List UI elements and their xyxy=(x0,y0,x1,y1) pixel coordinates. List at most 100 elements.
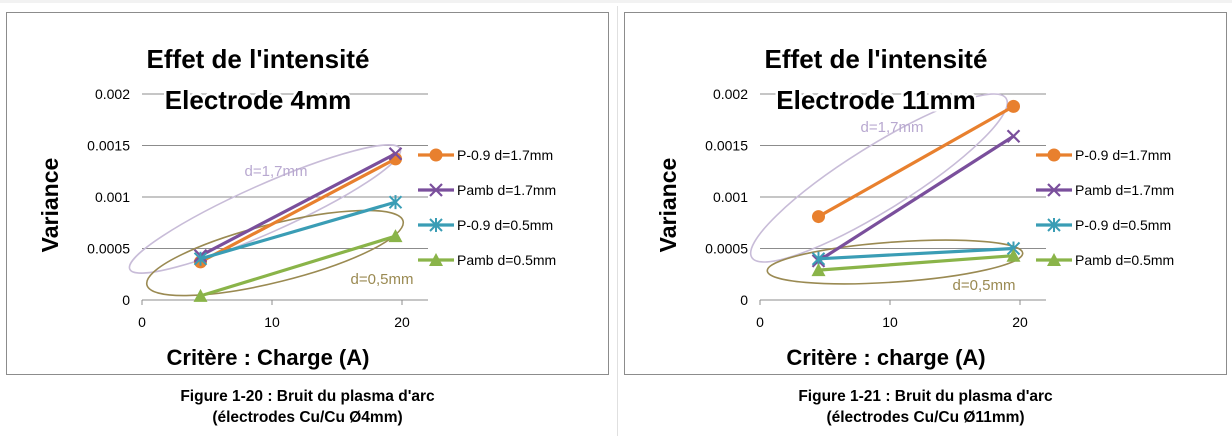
y-axis-title: Variance xyxy=(37,158,63,253)
x-tick-label: 10 xyxy=(882,314,898,330)
group-label-upper: d=1,7mm xyxy=(245,163,308,180)
y-tick-label: 0.0005 xyxy=(705,241,748,257)
group-label-upper: d=1,7mm xyxy=(861,119,924,136)
legend-item: P-0.9 d=1.7mm xyxy=(418,147,553,163)
caption-subtitle: (électrodes Cu/Cu Ø4mm) xyxy=(212,409,403,426)
group-label-lower: d=0,5mm xyxy=(953,277,1016,294)
legend-swatch-marker xyxy=(429,148,443,162)
series-4 xyxy=(193,229,403,302)
chart-title: Effet de l'intensité Electrode 4mm xyxy=(147,44,370,118)
x-axis-title: Critère : Charge (A) xyxy=(167,345,370,370)
y-axis-title: Variance xyxy=(655,158,681,253)
data-point xyxy=(388,229,403,243)
group-ellipse-upper xyxy=(749,93,1009,263)
legend-swatch-marker xyxy=(1047,183,1061,197)
series-4 xyxy=(811,248,1021,277)
y-tick-label: 0.0005 xyxy=(87,241,130,257)
legend-swatch-marker xyxy=(1047,148,1061,162)
legend-item: P-0.9 d=0.5mm xyxy=(418,217,553,233)
legend-label: P-0.9 d=0.5mm xyxy=(1075,217,1171,233)
x-tick-label: 0 xyxy=(138,314,146,330)
caption-subtitle: (électrodes Cu/Cu Ø11mm) xyxy=(826,409,1025,426)
legend-swatch-marker xyxy=(429,253,443,266)
y-axis: 0 0.0005 0.001 0.0015 0.002 xyxy=(87,86,428,308)
data-point xyxy=(812,210,825,224)
legend: P-0.9 d=1.7mm Pamb d=1.7mm P-0.9 d=0.5mm Pa… xyxy=(418,147,556,268)
x-axis-title: Critère : charge (A) xyxy=(786,345,985,370)
y-tick-label: 0 xyxy=(740,292,748,308)
series-1 xyxy=(812,99,1020,224)
y-tick-label: 0.001 xyxy=(95,189,130,205)
y-tick-label: 0.001 xyxy=(713,189,748,205)
data-point xyxy=(388,195,403,210)
top-border xyxy=(0,0,1232,3)
x-axis: 0 10 20 xyxy=(756,300,1028,330)
series-line xyxy=(817,104,1015,218)
chart-electrode-4mm: 0 0.0005 0.001 0.0015 0.002 0 10 20 Critère : Ch… xyxy=(6,12,609,375)
group-highlights: d=1,7mm d=0,5mm xyxy=(128,144,414,297)
figure-divider xyxy=(617,6,618,436)
data-point xyxy=(1006,248,1021,262)
legend-item: P-0.9 d=0.5mm xyxy=(1036,217,1171,233)
chart-electrode-11mm: 0 0.0005 0.001 0.0015 0.002 0 10 20 Critère : ch… xyxy=(624,12,1227,375)
legend-item: Pamb d=0.5mm xyxy=(1036,252,1174,268)
figure-caption-left: Figure 1-20 : Bruit du plasma d'arc (éle… xyxy=(6,386,609,428)
x-tick-label: 20 xyxy=(394,314,410,330)
legend: P-0.9 d=1.7mm Pamb d=1.7mm P-0.9 d=0.5mm Pa… xyxy=(1036,147,1174,268)
legend-label: Pamb d=0.5mm xyxy=(1075,252,1174,268)
chart-title: Effet de l'intensité Electrode 11mm xyxy=(765,44,988,118)
group-label-lower: d=0,5mm xyxy=(351,271,414,288)
x-tick-label: 10 xyxy=(264,314,280,330)
y-tick-label: 0.0015 xyxy=(705,138,748,154)
caption-title: Figure 1-21 : Bruit du plasma d'arc xyxy=(798,388,1053,405)
legend-item: Pamb d=0.5mm xyxy=(418,252,556,268)
caption-title: Figure 1-20 : Bruit du plasma d'arc xyxy=(180,388,435,405)
legend-label: P-0.9 d=1.7mm xyxy=(1075,147,1171,163)
data-point xyxy=(193,288,208,302)
x-tick-label: 20 xyxy=(1012,314,1028,330)
y-tick-label: 0.0015 xyxy=(87,138,130,154)
chart-title-line2: Electrode 4mm xyxy=(165,85,351,115)
chart-title-line1: Effet de l'intensité xyxy=(765,44,988,74)
legend-label: P-0.9 d=0.5mm xyxy=(457,217,553,233)
x-axis: 0 10 20 xyxy=(138,300,410,330)
chart-panel-right: 0 0.0005 0.001 0.0015 0.002 0 10 20 Critère : ch… xyxy=(624,12,1227,375)
group-ellipse-lower xyxy=(766,239,1024,285)
legend-swatch-marker xyxy=(1047,218,1061,232)
y-tick-label: 0 xyxy=(122,292,130,308)
legend-label: Pamb d=1.7mm xyxy=(1075,182,1174,198)
legend-swatch-marker xyxy=(1047,253,1061,266)
chart-frame xyxy=(6,12,609,375)
series-line xyxy=(200,234,396,298)
series-line xyxy=(199,152,397,258)
legend-label: P-0.9 d=1.7mm xyxy=(457,147,553,163)
series-3 xyxy=(811,241,1021,266)
series-3 xyxy=(193,195,403,266)
x-tick-label: 0 xyxy=(756,314,764,330)
group-highlights: d=1,7mm d=0,5mm xyxy=(749,93,1024,294)
y-tick-label: 0.002 xyxy=(713,86,748,102)
chart-title-line2: Electrode 11mm xyxy=(776,85,975,115)
series-line xyxy=(817,134,1015,263)
legend-label: Pamb d=1.7mm xyxy=(457,182,556,198)
data-point xyxy=(811,263,826,277)
data-point xyxy=(193,251,208,266)
figure-caption-right: Figure 1-21 : Bruit du plasma d'arc (éle… xyxy=(624,386,1227,428)
series-line xyxy=(818,246,1014,261)
series-line xyxy=(818,254,1014,272)
chart-title-line1: Effet de l'intensité xyxy=(147,44,370,74)
legend-item: Pamb d=1.7mm xyxy=(1036,182,1174,198)
y-tick-label: 0.002 xyxy=(95,86,130,102)
series-2 xyxy=(811,129,1021,268)
legend-swatch-marker xyxy=(429,183,443,197)
chart-panel-left: 0 0.0005 0.001 0.0015 0.002 0 10 20 Critère : Ch… xyxy=(6,12,609,375)
legend-label: Pamb d=0.5mm xyxy=(457,252,556,268)
legend-item: P-0.9 d=1.7mm xyxy=(1036,147,1171,163)
data-point xyxy=(1006,129,1021,144)
legend-swatch-marker xyxy=(429,218,443,232)
series-line xyxy=(199,157,397,264)
data-point xyxy=(1007,99,1020,113)
data-point xyxy=(388,146,403,161)
legend-item: Pamb d=1.7mm xyxy=(418,182,556,198)
series-line xyxy=(200,200,396,261)
